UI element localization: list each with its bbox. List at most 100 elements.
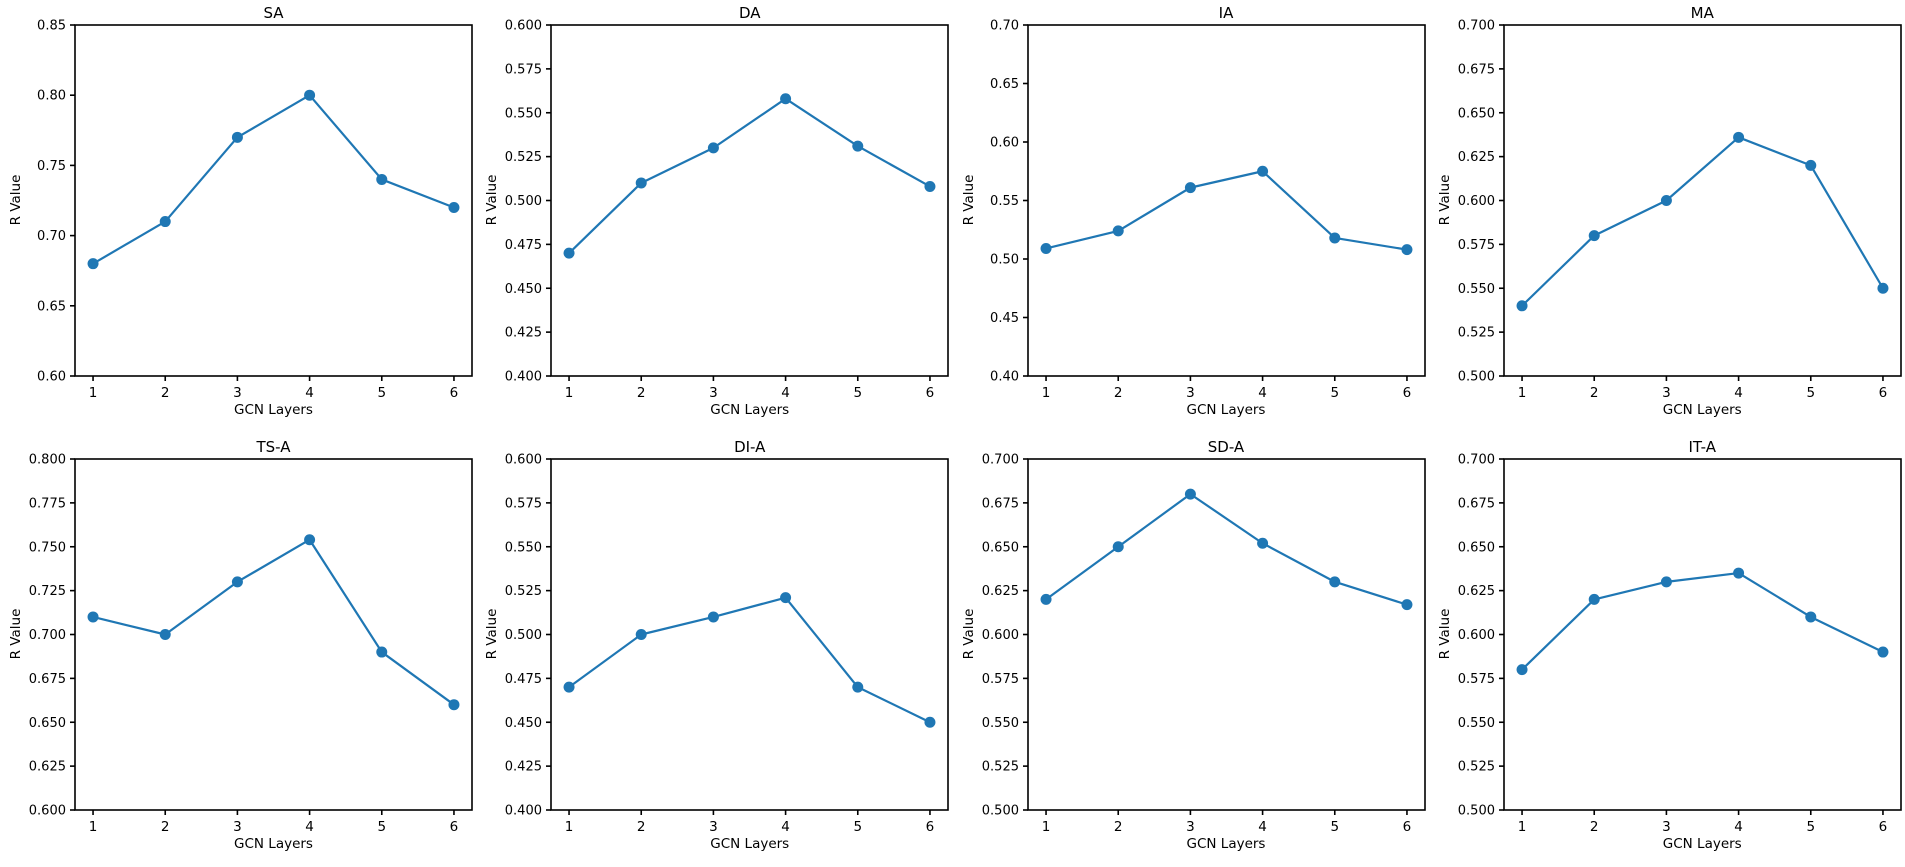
plot-area: 0.500 0.525 0.550 0.575 0.600 0.625 0.650 0.675… — [981, 452, 1426, 835]
svg-text:0.800: 0.800 — [29, 452, 66, 467]
svg-text:5: 5 — [854, 819, 863, 835]
plot-area: 0.600 0.625 0.650 0.675 0.700 0.725 0.750 0.775… — [29, 452, 473, 835]
svg-text:0.650: 0.650 — [1458, 540, 1495, 555]
svg-text:0.575: 0.575 — [505, 62, 542, 77]
x-axis-label: GCN Layers — [234, 402, 313, 418]
svg-text:0.700: 0.700 — [981, 452, 1018, 467]
svg-text:0.55: 0.55 — [990, 194, 1019, 209]
svg-text:0.80: 0.80 — [37, 89, 66, 104]
svg-text:6: 6 — [1878, 819, 1887, 835]
chart-title: IT-A — [1688, 437, 1717, 456]
svg-text:0.400: 0.400 — [505, 370, 542, 385]
svg-text:4: 4 — [1258, 819, 1267, 835]
svg-text:0.650: 0.650 — [1458, 106, 1495, 121]
svg-text:4: 4 — [782, 385, 791, 401]
x-axis-label: GCN Layers — [1662, 402, 1742, 418]
svg-text:0.675: 0.675 — [1458, 496, 1495, 511]
svg-text:0.475: 0.475 — [505, 671, 542, 686]
svg-text:6: 6 — [1878, 385, 1887, 401]
svg-text:4: 4 — [1734, 385, 1743, 401]
svg-text:1: 1 — [89, 819, 98, 835]
chart-title: DA — [738, 4, 761, 22]
x-axis-label: GCN Layers — [234, 835, 313, 852]
svg-text:0.525: 0.525 — [981, 759, 1018, 774]
svg-text:0.525: 0.525 — [1458, 326, 1495, 341]
svg-text:0.525: 0.525 — [505, 150, 542, 165]
svg-text:0.450: 0.450 — [505, 715, 542, 730]
svg-text:4: 4 — [1258, 385, 1267, 401]
svg-text:0.575: 0.575 — [1458, 238, 1495, 253]
svg-text:0.75: 0.75 — [37, 159, 66, 174]
svg-text:0.85: 0.85 — [37, 19, 66, 34]
svg-text:0.525: 0.525 — [505, 584, 542, 599]
subplot-ts-a: TS-A R Value 0.600 0.625 0.650 0.675 0.700 0.… — [0, 434, 476, 867]
svg-text:0.45: 0.45 — [990, 311, 1019, 326]
chart-title: IA — [1218, 4, 1234, 22]
x-axis-label: GCN Layers — [1186, 402, 1266, 418]
svg-text:0.775: 0.775 — [29, 496, 66, 511]
subplot-it-a: IT-A R Value 0.500 0.525 0.550 0.575 0.600 0.… — [1429, 434, 1905, 867]
svg-text:0.400: 0.400 — [505, 803, 542, 818]
svg-text:4: 4 — [782, 819, 791, 835]
svg-text:3: 3 — [709, 385, 718, 401]
svg-text:0.625: 0.625 — [1458, 584, 1495, 599]
chart-title: TS-A — [256, 437, 291, 456]
svg-text:2: 2 — [161, 385, 170, 401]
x-axis-label: GCN Layers — [1662, 835, 1742, 852]
svg-text:0.600: 0.600 — [1458, 628, 1495, 643]
svg-text:4: 4 — [305, 819, 314, 835]
chart-title: MA — [1690, 4, 1714, 22]
svg-text:5: 5 — [377, 385, 386, 401]
svg-text:0.600: 0.600 — [1458, 194, 1495, 209]
chart-title: SD-A — [1207, 437, 1245, 456]
plot-area: 0.500 0.525 0.550 0.575 0.600 0.625 0.650 0.675… — [1458, 19, 1902, 401]
plot-area: 0.400 0.425 0.450 0.475 0.500 0.525 0.550 0.575… — [505, 452, 950, 835]
svg-text:0.425: 0.425 — [505, 326, 542, 341]
svg-text:0.550: 0.550 — [505, 106, 542, 121]
svg-text:5: 5 — [377, 819, 386, 835]
svg-text:0.550: 0.550 — [505, 540, 542, 555]
svg-text:6: 6 — [450, 819, 459, 835]
svg-text:1: 1 — [565, 385, 574, 401]
svg-text:2: 2 — [637, 385, 646, 401]
svg-text:0.475: 0.475 — [505, 238, 542, 253]
svg-text:0.500: 0.500 — [505, 628, 542, 643]
svg-text:1: 1 — [1041, 385, 1050, 401]
svg-text:0.625: 0.625 — [29, 759, 66, 774]
svg-text:3: 3 — [1186, 385, 1195, 401]
svg-text:2: 2 — [1590, 385, 1599, 401]
svg-text:3: 3 — [1186, 819, 1195, 835]
svg-text:1: 1 — [89, 385, 98, 401]
svg-text:0.40: 0.40 — [990, 370, 1019, 385]
svg-text:1: 1 — [565, 819, 574, 835]
svg-text:1: 1 — [1517, 385, 1526, 401]
svg-text:5: 5 — [1330, 819, 1339, 835]
subplot-ma: MA R Value 0.500 0.525 0.550 0.575 0.600 0.62… — [1429, 0, 1905, 433]
svg-text:3: 3 — [1662, 819, 1671, 835]
svg-text:0.60: 0.60 — [990, 136, 1019, 151]
svg-text:0.550: 0.550 — [1458, 282, 1495, 297]
subplot-sd-a: SD-A R Value 0.500 0.525 0.550 0.575 0.600 0.… — [953, 434, 1429, 867]
plot-area: 0.60 0.65 0.70 0.75 0.80 0.85 1 2 3 4 5 6 — [37, 19, 473, 401]
x-axis-label: GCN Layers — [1186, 835, 1266, 852]
svg-text:0.550: 0.550 — [981, 715, 1018, 730]
svg-text:0.500: 0.500 — [505, 194, 542, 209]
svg-text:5: 5 — [1806, 385, 1815, 401]
svg-text:2: 2 — [1113, 385, 1122, 401]
svg-text:0.450: 0.450 — [505, 282, 542, 297]
svg-text:0.70: 0.70 — [37, 229, 66, 244]
svg-text:0.600: 0.600 — [505, 19, 542, 34]
svg-text:2: 2 — [637, 819, 646, 835]
svg-text:0.70: 0.70 — [990, 19, 1019, 34]
chart-title: SA — [263, 4, 284, 22]
svg-text:0.750: 0.750 — [29, 540, 66, 555]
subplot-da: DA R Value 0.400 0.425 0.450 0.475 0.500 0.52… — [476, 0, 952, 433]
svg-text:0.525: 0.525 — [1458, 759, 1495, 774]
svg-text:0.60: 0.60 — [37, 370, 66, 385]
svg-text:5: 5 — [1806, 819, 1815, 835]
svg-text:0.500: 0.500 — [981, 803, 1018, 818]
svg-text:0.625: 0.625 — [1458, 150, 1495, 165]
svg-text:4: 4 — [305, 385, 314, 401]
svg-text:1: 1 — [1517, 819, 1526, 835]
svg-text:0.575: 0.575 — [1458, 671, 1495, 686]
